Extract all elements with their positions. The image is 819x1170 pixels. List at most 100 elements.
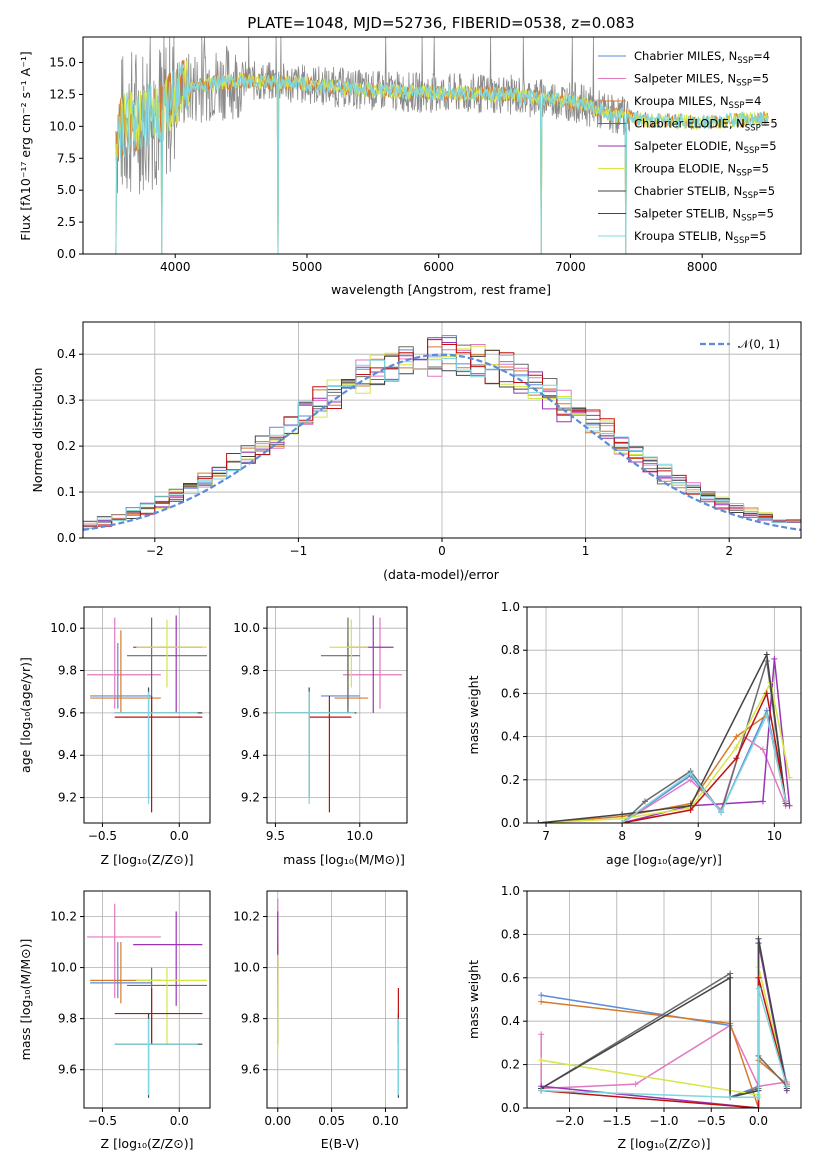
weight-z-marks — [538, 935, 790, 1108]
residual-xlabel: (data-model)/error — [383, 567, 500, 582]
spectrum-ytick-label: 2.5 — [57, 215, 76, 229]
ylabel: age [log₁₀(age/yr)] — [18, 657, 33, 773]
age-mass-marks — [275, 615, 402, 813]
xtick-label: −1.5 — [602, 1114, 631, 1128]
weight-marker — [727, 974, 734, 981]
weight-age-panel: 7 8 9 10 0.0 0.2 0.4 0.6 0.8 1.0 age [log₁₀(age/yr… — [466, 600, 802, 867]
legend-label: Kroupa MILES, NSSP=4 — [634, 94, 761, 111]
mass-z-panel: −0.5 0.0 9.6 9.8 10.0 10.2 Z [log₁₀(Z/Z⊙)] mass… — [18, 890, 211, 1151]
weight-line — [538, 680, 791, 823]
residual-histogram — [83, 345, 801, 525]
spectrum-curves — [115, 37, 769, 254]
model-spectrum — [115, 61, 769, 254]
weight-marker — [538, 1057, 545, 1064]
xtick-label: −0.5 — [697, 1114, 726, 1128]
residual-ytick-label: 0.2 — [57, 439, 76, 453]
residual-xtick-label: −2 — [146, 544, 164, 558]
residual-xtick-label: 0 — [438, 544, 446, 558]
ytick-label: 10.0 — [50, 621, 77, 635]
weight-line — [540, 1024, 787, 1090]
spectrum-panel: PLATE=1048, MJD=52736, FIBERID=0538, z=0… — [18, 14, 802, 297]
spectrum-xtick-label: 5000 — [292, 260, 323, 274]
xtick-label: 9.5 — [266, 829, 285, 843]
spectrum-xlabel: wavelength [Angstrom, rest frame] — [331, 282, 551, 297]
spectrum-xtick-label: 4000 — [160, 260, 191, 274]
xtick-label: 10 — [767, 829, 782, 843]
weight-marker — [759, 746, 766, 753]
mass-ebv-marks — [277, 898, 399, 1098]
xtick-label: 0.05 — [318, 1114, 345, 1128]
weight-age-frame — [526, 606, 802, 824]
weight-marker — [687, 776, 694, 783]
spectrum-xtick-label: 7000 — [555, 260, 586, 274]
xtick-label: 0.0 — [749, 1114, 768, 1128]
xtick-label: 10.0 — [346, 829, 373, 843]
residual-ytick-label: 0.3 — [57, 393, 76, 407]
ytick-label: 0.4 — [501, 1014, 520, 1028]
observed-spectrum — [115, 37, 631, 195]
weight-marker — [771, 655, 778, 662]
weight-marker — [632, 1081, 639, 1088]
weight-marker — [727, 1094, 734, 1101]
legend-label: Kroupa ELODIE, NSSP=5 — [634, 162, 769, 179]
ytick-label: 9.6 — [58, 1063, 77, 1077]
weight-marker — [733, 733, 740, 740]
spectrum-plot-area — [115, 37, 769, 254]
legend-label: Salpeter MILES, NSSP=5 — [634, 72, 769, 89]
age-z-marks — [87, 615, 207, 813]
weight-marker — [641, 798, 648, 805]
ytick-label: 0.0 — [501, 1101, 520, 1115]
legend-label: Salpeter ELODIE, NSSP=5 — [634, 139, 777, 156]
spectrum-ytick-label: 0.0 — [57, 247, 76, 261]
residual-ytick-label: 0.1 — [57, 485, 76, 499]
mass-z-marks — [87, 903, 207, 1098]
weight-marker — [687, 807, 694, 814]
ytick-label: 10.2 — [233, 910, 260, 924]
weight-marker — [755, 1094, 762, 1101]
weight-marker — [687, 770, 694, 777]
xlabel: Z [log₁₀(Z/Z⊙)] — [618, 1136, 711, 1151]
residual-ticks: −2 −1 0 1 2 0.0 0.1 0.2 0.3 0.4 — [57, 347, 733, 558]
ylabel: mass weight — [466, 675, 481, 754]
weight-line — [621, 660, 787, 823]
xtick-label: 7 — [542, 829, 550, 843]
weight-marker — [786, 802, 793, 809]
ytick-label: 0.8 — [501, 643, 520, 657]
age-mass-frame — [266, 606, 408, 824]
spectrum-ytick-label: 5.0 — [57, 183, 76, 197]
xtick-label: −1.0 — [649, 1114, 678, 1128]
weight-marker — [535, 820, 542, 823]
ytick-label: 9.2 — [58, 791, 77, 805]
spectrum-frame — [82, 36, 802, 255]
age-z-panel: −0.5 0.0 9.2 9.4 9.6 9.8 10.0 Z [log₁₀(Z/Z⊙)] ag… — [18, 606, 211, 867]
residual-panel: −2 −1 0 1 2 0.0 0.1 0.2 0.3 0.4 (data-model)/erro… — [30, 321, 802, 582]
xlabel: E(B-V) — [321, 1136, 360, 1151]
spectrum-ytick-label: 15.0 — [49, 56, 76, 70]
residual-ytick-label: 0.0 — [57, 531, 76, 545]
ytick-label: 9.2 — [241, 791, 260, 805]
weight-marker — [619, 811, 626, 818]
ytick-label: 0.2 — [501, 1058, 520, 1072]
weight-marker — [538, 1031, 545, 1038]
ytick-label: 9.6 — [58, 706, 77, 720]
residual-ytick-label: 0.4 — [57, 347, 76, 361]
weight-marker — [759, 798, 766, 805]
xtick-label: 9 — [694, 829, 702, 843]
ytick-label: 10.0 — [233, 961, 260, 975]
ytick-label: 1.0 — [501, 884, 520, 898]
residual-histograms — [82, 335, 802, 531]
ytick-label: 9.8 — [241, 664, 260, 678]
weight-marker — [783, 1083, 790, 1090]
legend-label: Chabrier ELODIE, NSSP=5 — [634, 117, 778, 134]
xlabel: Z [log₁₀(Z/Z⊙)] — [101, 852, 194, 867]
weight-z-panel: −2.0 −1.5 −1.0 −0.5 0.0 0.0 0.2 0.4 0.6 0.8 1.0 Z [… — [466, 884, 802, 1151]
weight-marker — [763, 651, 770, 658]
legend-label: Chabrier STELIB, NSSP=5 — [634, 184, 775, 201]
spectrum-legend: Chabrier MILES, NSSP=4 Salpeter MILES, NS… — [598, 49, 778, 246]
mass-z-frame — [83, 890, 211, 1109]
ytick-label: 9.8 — [58, 1012, 77, 1026]
residual-xtick-label: 2 — [725, 544, 733, 558]
xtick-label: 0.00 — [264, 1114, 291, 1128]
weight-age-marks — [535, 651, 793, 823]
